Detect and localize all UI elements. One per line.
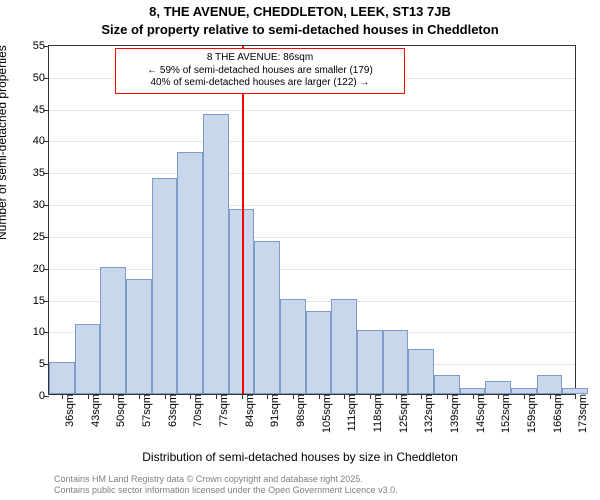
- ytick-label: 50: [33, 72, 49, 84]
- x-axis-label: Distribution of semi-detached houses by …: [0, 450, 600, 464]
- ytick-label: 45: [33, 104, 49, 116]
- gridline: [49, 269, 575, 270]
- xtick-label: 98sqm: [293, 394, 307, 427]
- histogram-bar: [75, 324, 101, 394]
- xtick-label: 132sqm: [421, 394, 435, 433]
- ytick-label: 10: [33, 326, 49, 338]
- xtick-label: 77sqm: [216, 394, 230, 427]
- histogram-bar: [357, 330, 383, 394]
- gridline: [49, 173, 575, 174]
- ytick-label: 5: [39, 358, 49, 370]
- xtick-label: 57sqm: [139, 394, 153, 427]
- gridline: [49, 237, 575, 238]
- xtick-label: 166sqm: [550, 394, 564, 433]
- ytick-label: 20: [33, 263, 49, 275]
- histogram-bar: [49, 362, 75, 394]
- title-sub: Size of property relative to semi-detach…: [0, 22, 600, 37]
- histogram-bar: [254, 241, 280, 394]
- histogram-bar: [280, 299, 306, 394]
- histogram-bar: [126, 279, 152, 394]
- info-box-line: 8 THE AVENUE: 86sqm: [122, 52, 398, 65]
- histogram-bar: [306, 311, 332, 394]
- xtick-label: 111sqm: [344, 394, 358, 432]
- footnote-line1: Contains HM Land Registry data © Crown c…: [54, 474, 398, 485]
- reference-line: [242, 46, 244, 394]
- footnote-line2: Contains public sector information licen…: [54, 485, 398, 496]
- xtick-label: 173sqm: [575, 394, 589, 433]
- ytick-label: 35: [33, 167, 49, 179]
- info-box-line: ← 59% of semi-detached houses are smalle…: [122, 65, 398, 78]
- chart-container: { "titles": { "main": "8, THE AVENUE, CH…: [0, 0, 600, 500]
- ytick-label: 40: [33, 135, 49, 147]
- histogram-bar: [203, 114, 229, 394]
- histogram-bar: [177, 152, 203, 394]
- ytick-label: 0: [39, 390, 49, 402]
- xtick-label: 50sqm: [113, 394, 127, 427]
- xtick-label: 36sqm: [62, 394, 76, 427]
- histogram-bar: [331, 299, 357, 394]
- histogram-bar: [100, 267, 126, 394]
- gridline: [49, 205, 575, 206]
- ytick-label: 15: [33, 295, 49, 307]
- y-axis-label: Number of semi-detached properties: [0, 45, 9, 240]
- xtick-label: 84sqm: [242, 394, 256, 427]
- gridline: [49, 141, 575, 142]
- xtick-label: 63sqm: [165, 394, 179, 427]
- xtick-label: 70sqm: [190, 394, 204, 427]
- xtick-label: 159sqm: [524, 394, 538, 433]
- xtick-label: 139sqm: [447, 394, 461, 433]
- ytick-label: 25: [33, 231, 49, 243]
- ytick-label: 55: [33, 40, 49, 52]
- info-box-line: 40% of semi-detached houses are larger (…: [122, 77, 398, 90]
- xtick-label: 105sqm: [319, 394, 333, 433]
- histogram-bar: [383, 330, 409, 394]
- xtick-label: 125sqm: [396, 394, 410, 433]
- xtick-label: 152sqm: [498, 394, 512, 433]
- xtick-label: 43sqm: [88, 394, 102, 427]
- xtick-label: 118sqm: [370, 394, 384, 432]
- plot-area: 051015202530354045505536sqm43sqm50sqm57s…: [48, 45, 576, 395]
- histogram-bar: [434, 375, 460, 394]
- histogram-bar: [408, 349, 434, 394]
- gridline: [49, 110, 575, 111]
- xtick-label: 91sqm: [267, 394, 281, 427]
- xtick-label: 145sqm: [473, 394, 487, 433]
- histogram-bar: [152, 178, 178, 394]
- info-box: 8 THE AVENUE: 86sqm← 59% of semi-detache…: [115, 48, 405, 94]
- histogram-bar: [537, 375, 563, 394]
- histogram-bar: [485, 381, 511, 394]
- footnote: Contains HM Land Registry data © Crown c…: [54, 474, 398, 496]
- title-main: 8, THE AVENUE, CHEDDLETON, LEEK, ST13 7J…: [0, 4, 600, 19]
- ytick-label: 30: [33, 199, 49, 211]
